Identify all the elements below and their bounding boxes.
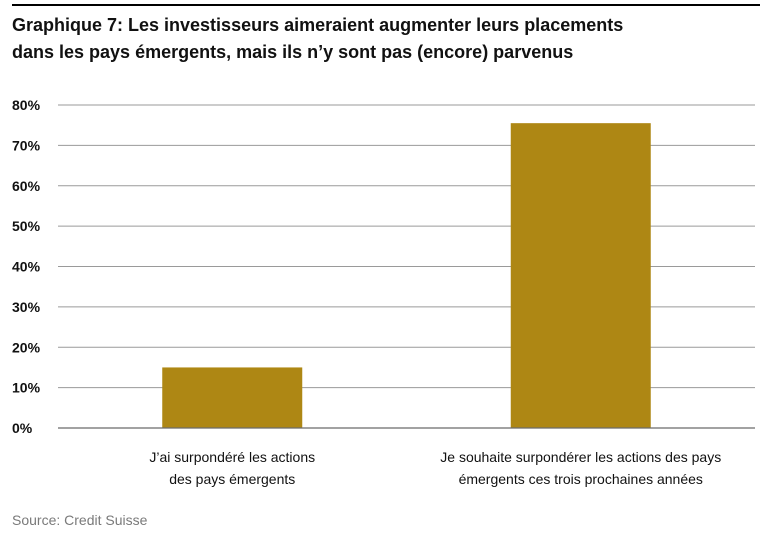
y-tick-label-30: 30% [12,299,41,315]
y-tick-label-80: 80% [12,97,41,113]
top-rule [12,4,760,6]
y-tick-label-0: 0% [12,420,33,436]
chart-title-line-1: Graphique 7: Les investisseurs aimeraien… [12,15,624,35]
source-note: Source: Credit Suisse [12,512,148,528]
y-tick-label-70: 70% [12,137,41,153]
bar-2 [510,123,651,428]
y-tick-label-40: 40% [12,259,41,275]
y-tick-label-20: 20% [12,339,41,355]
y-tick-label-50: 50% [12,218,41,234]
y-tick-label-10: 10% [12,380,41,396]
category-label-1-line-2: des pays émergents [169,471,295,487]
chart-title-line-2: dans les pays émergents, mais ils n’y so… [12,42,574,62]
category-label-2-line-1: Je souhaite surpondérer les actions des … [440,449,721,465]
chart-title: Graphique 7: Les investisseurs aimeraien… [12,12,752,66]
category-label-1-line-1: J’ai surpondéré les actions [149,449,315,465]
category-label-2-line-2: émergents ces trois prochaines années [459,471,703,487]
bar-1 [162,367,303,428]
y-tick-label-60: 60% [12,178,41,194]
